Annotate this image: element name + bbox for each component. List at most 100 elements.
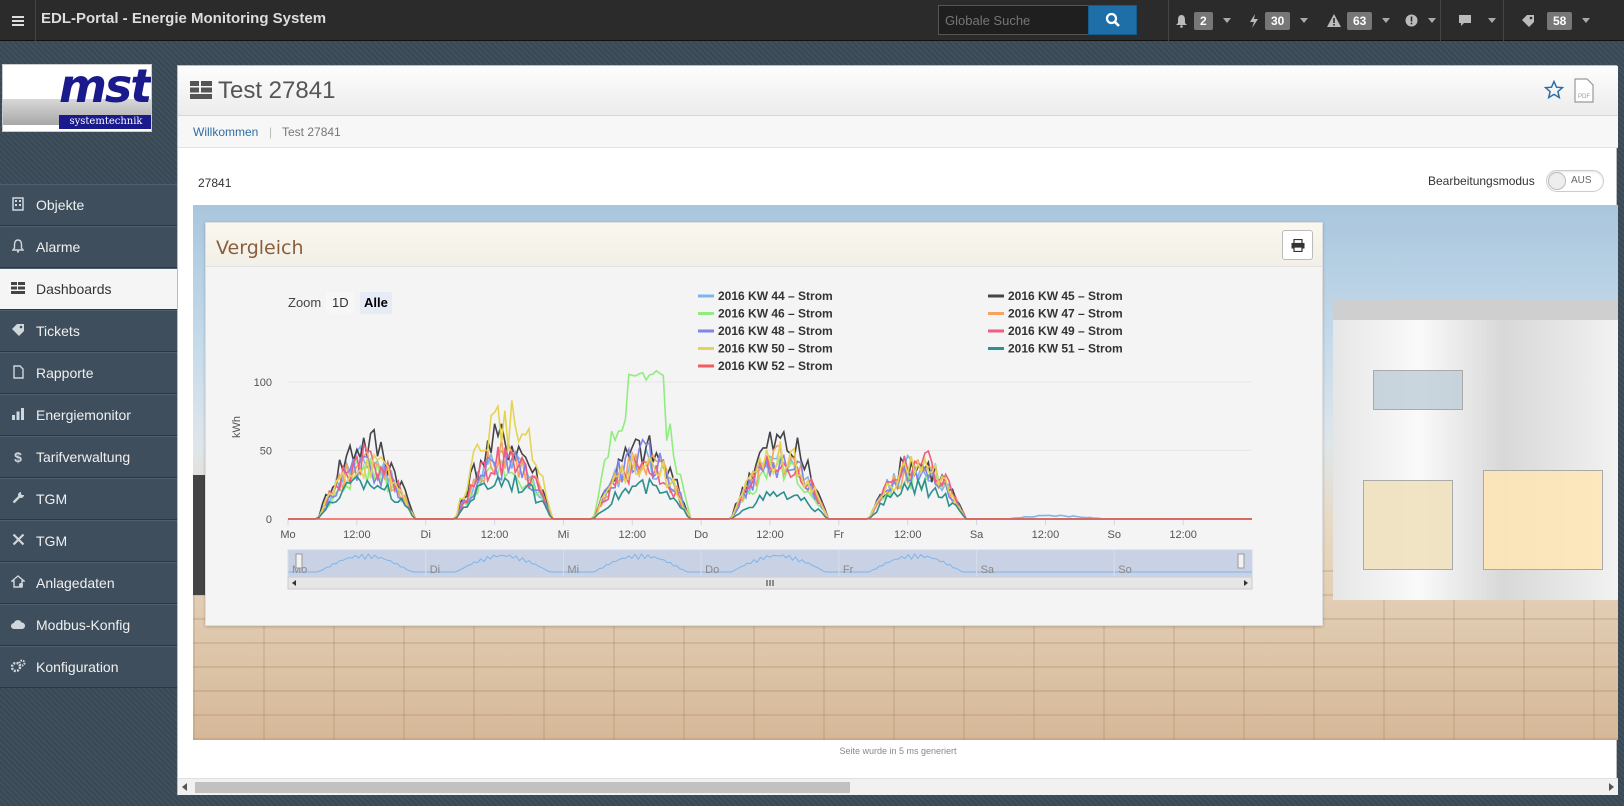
gears-icon (0, 659, 36, 676)
warning-icon (1327, 14, 1341, 27)
sidebar-item-objekte[interactable]: Objekte (0, 184, 177, 226)
zoom-1d-button[interactable]: 1D (332, 295, 349, 310)
y-tick-label: 100 (254, 377, 272, 389)
pdf-icon[interactable]: PDF (1574, 78, 1594, 103)
sidebar-item-dashboards[interactable]: Dashboards (0, 268, 177, 310)
navigator-handle-left[interactable] (295, 553, 303, 569)
chart-widget-header: Vergleich (206, 223, 1322, 267)
x-tick-label: 12:00 (1032, 529, 1060, 541)
breadcrumb-current: Test 27841 (282, 125, 341, 139)
breadcrumb-link-willkommen[interactable]: Willkommen (193, 125, 259, 139)
chevron-down-icon (1488, 18, 1496, 23)
tools-icon (0, 533, 36, 549)
navigator-scroll-left-arrow[interactable] (292, 580, 296, 586)
x-tick-label: Sa (970, 529, 984, 541)
bell-icon (0, 238, 36, 256)
building-icon (0, 196, 36, 214)
line-chart: Zoom 1D Alle 0 50 100 kWh Mo 12:00 Di 12:00 Mi 1… (231, 289, 1253, 590)
series-line (288, 438, 1252, 520)
printer-icon (1291, 238, 1304, 252)
page-footer: Seite wurde in 5 ms generiert (839, 746, 957, 756)
info-icon (1405, 14, 1418, 27)
chart-area: Zoom 1D Alle 0 50 100 kWh Mo 12:00 Di 12:00 Mi 1… (208, 267, 1320, 621)
tag-icon (1522, 14, 1534, 27)
navigator-label: Mi (567, 564, 579, 576)
x-tick-label: 12:00 (343, 529, 371, 541)
chart-widget-title: Vergleich (216, 237, 304, 259)
chevron-down-icon (1222, 18, 1231, 23)
notifications-badge: 2 (1194, 11, 1213, 30)
sidebar-item-tickets[interactable]: Tickets (0, 310, 177, 352)
navigator-handle-right[interactable] (1237, 553, 1245, 569)
global-search-input[interactable] (938, 5, 1090, 35)
events-badge: 30 (1265, 11, 1291, 30)
edit-mode-state: AUS (1571, 175, 1592, 186)
zoom-alle-button-bg (360, 292, 392, 314)
x-tick-label: Fr (834, 529, 845, 541)
print-button[interactable] (1282, 230, 1313, 260)
navigator-scroll-right-arrow[interactable] (1244, 580, 1248, 586)
legend-item[interactable]: 2016 KW 44 – Strom (718, 289, 833, 303)
messages-dropdown[interactable] (1458, 0, 1496, 41)
tickets-badge: 58 (1547, 11, 1573, 30)
x-tick-label: 12:00 (894, 529, 922, 541)
legend-item[interactable]: 2016 KW 51 – Strom (1008, 342, 1123, 356)
top-bar: EDL-Portal - Energie Monitoring System 2… (0, 0, 1624, 41)
y-tick-label: 50 (260, 445, 272, 457)
x-tick-label: Mo (280, 529, 295, 541)
sidebar-nav: Objekte Alarme Dashboards Tickets Rappor… (0, 184, 177, 688)
legend-item[interactable]: 2016 KW 46 – Strom (718, 307, 833, 321)
warnings-badge: 63 (1347, 11, 1373, 30)
menu-icon[interactable] (0, 0, 36, 41)
star-icon[interactable] (1544, 80, 1564, 100)
tickets-dropdown[interactable]: 58 (1521, 0, 1591, 41)
sidebar-item-rapporte[interactable]: Rapporte (0, 352, 177, 394)
edit-mode-label: Bearbeitungsmodus (1428, 174, 1535, 188)
sidebar-item-energiemonitor[interactable]: Energiemonitor (0, 394, 177, 436)
edit-mode-toggle[interactable]: AUS (1546, 170, 1604, 192)
navigator-scrollbar-grip[interactable] (766, 580, 774, 586)
dashboard-icon (0, 281, 36, 297)
breadcrumb: Willkommen | Test 27841 (178, 116, 1618, 148)
legend-item[interactable]: 2016 KW 52 – Strom (718, 359, 833, 373)
series-line (288, 400, 1252, 520)
scroll-right-arrow[interactable] (1609, 783, 1614, 791)
wrench-icon (0, 491, 36, 507)
sidebar-item-modbus-konfig[interactable]: Modbus-Konfig (0, 604, 177, 646)
sidebar-item-tarifverwaltung[interactable]: $ Tarifverwaltung (0, 436, 177, 478)
info-dropdown[interactable] (1405, 0, 1436, 41)
horizontal-scrollbar[interactable] (178, 778, 1618, 795)
scroll-left-arrow[interactable] (182, 783, 187, 791)
chevron-down-icon (1300, 18, 1309, 23)
sidebar-item-alarme[interactable]: Alarme (0, 226, 177, 268)
y-tick-label: 0 (266, 514, 272, 526)
sidebar-item-tgm-1[interactable]: TGM (0, 478, 177, 520)
svg-text:PDF: PDF (1578, 94, 1590, 100)
notifications-dropdown[interactable]: 2 (1175, 0, 1231, 41)
navigator-label: So (1118, 564, 1131, 576)
x-tick-label: Di (421, 529, 431, 541)
warnings-dropdown[interactable]: 63 (1327, 0, 1391, 41)
legend-item[interactable]: 2016 KW 49 – Strom (1008, 324, 1123, 338)
app-title: EDL-Portal - Energie Monitoring System (41, 10, 327, 27)
legend-item[interactable]: 2016 KW 50 – Strom (718, 342, 833, 356)
x-tick-label: Mi (558, 529, 570, 541)
legend-item[interactable]: 2016 KW 45 – Strom (1008, 289, 1123, 303)
house-settings-icon (0, 575, 36, 591)
zoom-alle-button[interactable]: Alle (364, 295, 388, 310)
cloud-icon (0, 617, 36, 633)
events-dropdown[interactable]: 30 (1249, 0, 1309, 41)
x-tick-label: Do (694, 529, 708, 541)
bolt-icon (1250, 13, 1258, 28)
bar-chart-icon (0, 407, 36, 423)
legend-item[interactable]: 2016 KW 47 – Strom (1008, 307, 1123, 321)
series-line (288, 474, 1252, 520)
comment-icon (1459, 15, 1471, 26)
legend-item[interactable]: 2016 KW 48 – Strom (718, 324, 833, 338)
scrollbar-thumb[interactable] (195, 782, 850, 793)
sidebar-item-tgm-2[interactable]: TGM (0, 520, 177, 562)
sidebar-item-anlagedaten[interactable]: Anlagedaten (0, 562, 177, 604)
sidebar-item-konfiguration[interactable]: Konfiguration (0, 646, 177, 688)
zoom-1d-button-bg (326, 292, 354, 314)
search-button[interactable] (1088, 5, 1137, 35)
